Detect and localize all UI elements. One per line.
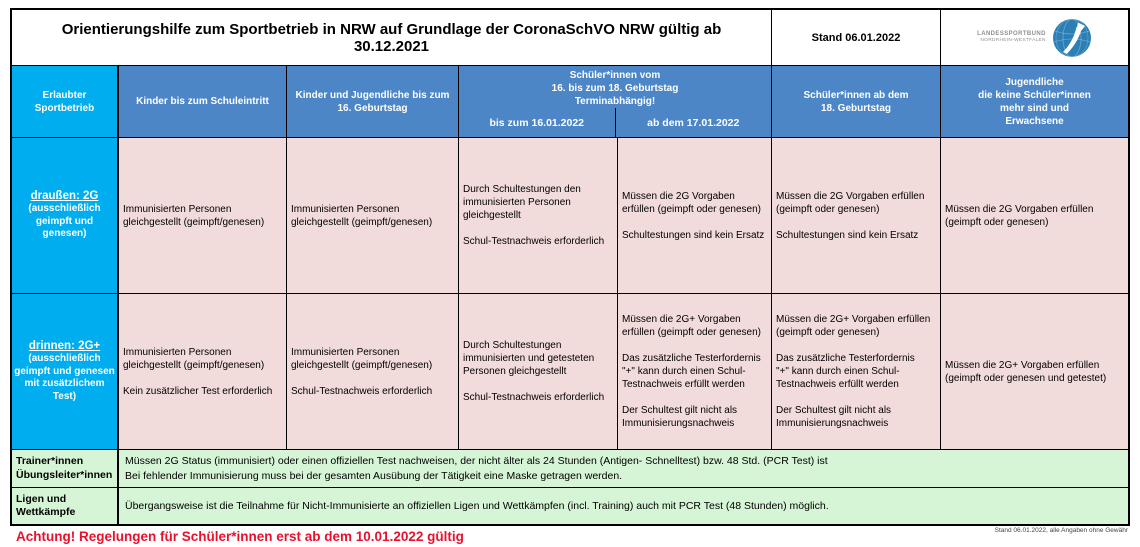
lsb-logo: LANDESSPORTBUND NORDRHEIN-WESTFALEN — [941, 10, 1128, 66]
table-cell: Immunisierten Personen gleichgestellt (g… — [287, 294, 459, 450]
table-cell: Durch Schultestungen den immunisierten P… — [459, 138, 618, 294]
orientation-table: Orientierungshilfe zum Sportbetrieb in N… — [10, 8, 1130, 526]
table-cell: Immunisierten Personen gleichgestellt (g… — [119, 294, 287, 450]
info-text-trainer: Müssen 2G Status (immunisiert) oder eine… — [119, 450, 1128, 488]
table-cell: Immunisierten Personen gleichgestellt (g… — [287, 138, 459, 294]
column-header-erwachsene: Jugendliche die keine Schüler*innen mehr… — [941, 66, 1128, 138]
table-cell: Immunisierten Personen gleichgestellt (g… — [119, 138, 287, 294]
table-cell: Müssen die 2G+ Vorgaben erfüllen (geimpf… — [772, 294, 941, 450]
column-header-kinder-bis-16: Kinder und Jugendliche bis zum 16. Gebur… — [287, 66, 459, 138]
info-text-ligen: Übergangsweise ist die Teilnahme für Nic… — [119, 488, 1128, 524]
stand-date: Stand 06.01.2022 — [772, 10, 941, 66]
column-header-kinder-schuleintritt: Kinder bis zum Schuleintritt — [119, 66, 287, 138]
row-label-ligen: Ligen und Wettkämpfe — [12, 488, 119, 524]
table-cell: Durch Schultestungen immunisierten und g… — [459, 294, 618, 450]
table-cell: Müssen die 2G Vorgaben erfüllen (geimpft… — [941, 138, 1128, 294]
globe-swoosh-icon — [1052, 18, 1091, 57]
subcolumn-header-bis-16-01: bis zum 16.01.2022 — [489, 116, 585, 129]
footnote-stand: Stand 06.01.2022, alle Angaben ohne Gewä… — [994, 527, 1128, 534]
warning-text: Achtung! Regelungen für Schüler*innen er… — [16, 529, 464, 544]
row-label-trainer: Trainer*innen Übungsleiter*innen — [12, 450, 119, 488]
page-title: Orientierungshilfe zum Sportbetrieb in N… — [12, 10, 772, 66]
corner-header-erlaubter-sportbetrieb: Erlaubter Sportbetrieb — [12, 66, 119, 138]
logo-wordmark: LANDESSPORTBUND NORDRHEIN-WESTFALEN — [977, 31, 1046, 44]
row-label-draussen-2g: draußen: 2G (ausschließlich geimpft und … — [12, 138, 119, 294]
group-header-schueler-16-18: Schüler*innen vom 16. bis zum 18. Geburt… — [459, 66, 772, 138]
group-header-title: Schüler*innen vom 16. bis zum 18. Geburt… — [551, 70, 679, 107]
table-cell: Müssen die 2G Vorgaben erfüllen (geimpft… — [772, 138, 941, 294]
table-cell: Müssen die 2G+ Vorgaben erfüllen (geimpf… — [941, 294, 1128, 450]
table-cell: Müssen die 2G+ Vorgaben erfüllen (geimpf… — [618, 294, 772, 450]
subcolumn-header-ab-17-01: ab dem 17.01.2022 — [614, 108, 772, 137]
column-header-schueler-ab-18: Schüler*innen ab dem 18. Geburtstag — [772, 66, 941, 138]
table-cell: Müssen die 2G Vorgaben erfüllen (geimpft… — [618, 138, 772, 294]
row-label-drinnen-2g-plus: drinnen: 2G+ (ausschließlich geimpft und… — [12, 294, 119, 450]
